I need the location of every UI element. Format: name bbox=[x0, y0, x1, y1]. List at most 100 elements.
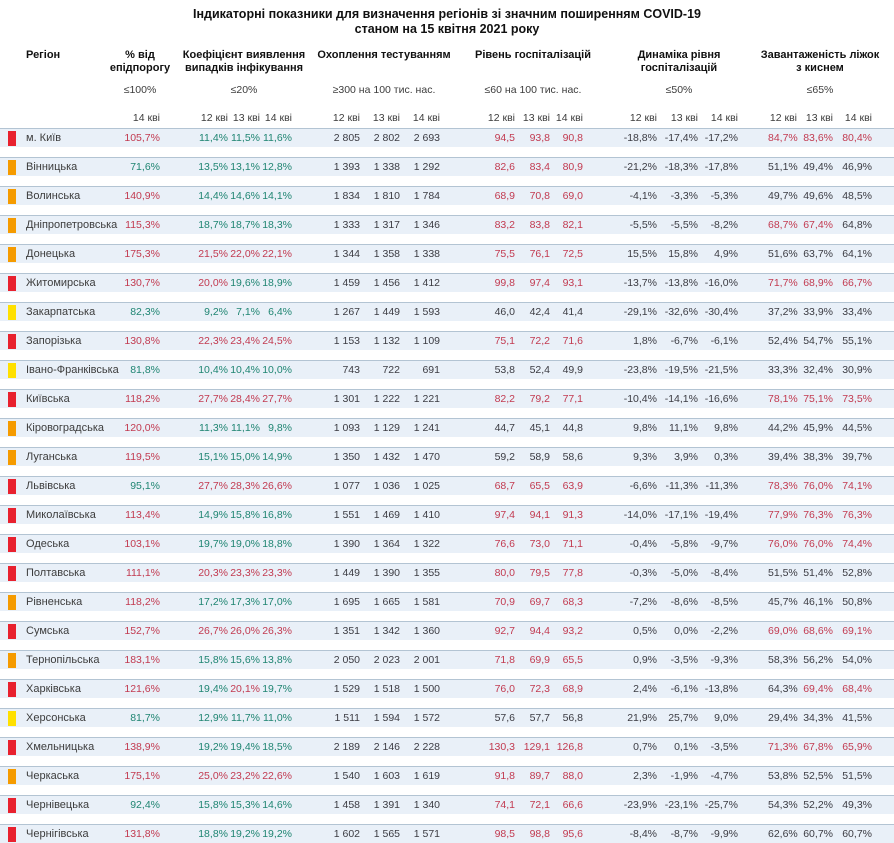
risk-level-indicator bbox=[8, 217, 16, 233]
hospitalization-value: 44,8 bbox=[562, 422, 583, 434]
table-row: Кіровоградська 120,0% 11,3% 11,1% 9,8% 1 093 1… bbox=[0, 418, 894, 437]
hospitalization-dynamics-value: -11,3% bbox=[705, 480, 739, 492]
oxygen-bed-load-value: 33,4% bbox=[842, 306, 872, 318]
risk-level-indicator bbox=[8, 362, 16, 378]
hospitalization-dynamics-value: -6,1% bbox=[710, 335, 738, 347]
epid-threshold-value: 121,6% bbox=[124, 683, 160, 695]
hospitalization-dynamics-value: 9,8% bbox=[714, 422, 738, 434]
table-row: Івано-Франківська 81,8% 10,4% 10,4% 10,0% 743… bbox=[0, 360, 894, 379]
testing-coverage-value: 1 221 bbox=[413, 393, 440, 405]
region-name: м. Київ bbox=[26, 132, 62, 144]
region-name: Волинська bbox=[26, 190, 81, 202]
oxygen-bed-load-value: 54,7% bbox=[803, 335, 833, 347]
date-header: 14 кві bbox=[555, 112, 583, 124]
testing-coverage-value: 1 340 bbox=[413, 799, 440, 811]
oxygen-bed-load-value: 30,9% bbox=[842, 364, 872, 376]
hospitalization-dynamics-value: 0,0% bbox=[674, 625, 698, 637]
hospitalization-value: 93,1 bbox=[562, 277, 583, 289]
group-title-epid-threshold: % від епідпорогу bbox=[109, 49, 171, 74]
detection-coefficient-value: 14,9% bbox=[198, 509, 228, 521]
testing-coverage-value: 1 593 bbox=[413, 306, 440, 318]
hospitalization-dynamics-value: -3,5% bbox=[670, 654, 698, 666]
threshold-hospitalization: ≤60 на 100 тис. нас. bbox=[484, 84, 582, 96]
region-name: Кіровоградська bbox=[26, 422, 104, 434]
date-header: 12 кві bbox=[769, 112, 797, 124]
page-title: Індикаторні показники для визначення рег… bbox=[0, 0, 894, 37]
hospitalization-value: 72,5 bbox=[562, 248, 583, 260]
group-title-oxygen-beds: Завантаженість ліжок з киснем bbox=[760, 49, 880, 74]
testing-coverage-value: 1 540 bbox=[333, 770, 360, 782]
oxygen-bed-load-value: 84,7% bbox=[768, 132, 798, 144]
testing-coverage-value: 2 802 bbox=[373, 132, 400, 144]
detection-coefficient-value: 19,7% bbox=[198, 538, 228, 550]
oxygen-bed-load-value: 76,3% bbox=[803, 509, 833, 521]
table-row: м. Київ 105,7% 11,4% 11,5% 11,6% 2 805 2 802 2 … bbox=[0, 128, 894, 147]
detection-coefficient-value: 18,8% bbox=[198, 828, 228, 840]
testing-coverage-value: 1 518 bbox=[373, 683, 400, 695]
hospitalization-dynamics-value: -7,2% bbox=[629, 596, 657, 608]
testing-coverage-value: 1 470 bbox=[413, 451, 440, 463]
risk-level-indicator bbox=[8, 652, 16, 668]
testing-coverage-value: 1 333 bbox=[333, 219, 360, 231]
oxygen-bed-load-value: 49,7% bbox=[768, 190, 798, 202]
region-name: Одеська bbox=[26, 538, 70, 550]
detection-coefficient-value: 22,0% bbox=[230, 248, 260, 260]
hospitalization-value: 72,2 bbox=[529, 335, 550, 347]
detection-coefficient-value: 26,7% bbox=[198, 625, 228, 637]
testing-coverage-value: 1 449 bbox=[333, 567, 360, 579]
table-row: Вінницька 71,6% 13,5% 13,1% 12,8% 1 393 1 338 1… bbox=[0, 157, 894, 176]
hospitalization-value: 72,3 bbox=[529, 683, 550, 695]
testing-coverage-value: 1 301 bbox=[333, 393, 360, 405]
risk-level-indicator bbox=[8, 826, 16, 842]
detection-coefficient-value: 9,2% bbox=[204, 306, 228, 318]
hospitalization-dynamics-value: -9,9% bbox=[710, 828, 738, 840]
testing-coverage-value: 1 695 bbox=[333, 596, 360, 608]
hospitalization-dynamics-value: -9,7% bbox=[710, 538, 738, 550]
hospitalization-value: 46,0 bbox=[494, 306, 515, 318]
hospitalization-dynamics-value: 0,1% bbox=[674, 741, 698, 753]
epid-threshold-value: 103,1% bbox=[124, 538, 160, 550]
region-name: Чернігівська bbox=[26, 828, 89, 840]
oxygen-bed-load-value: 49,3% bbox=[842, 799, 872, 811]
table-row: Закарпатська 82,3% 9,2% 7,1% 6,4% 1 267 1 449 1… bbox=[0, 302, 894, 321]
table-row: Волинська 140,9% 14,4% 14,6% 14,1% 1 834 1 810… bbox=[0, 186, 894, 205]
oxygen-bed-load-value: 51,5% bbox=[768, 567, 798, 579]
epid-threshold-value: 120,0% bbox=[124, 422, 160, 434]
hospitalization-value: 97,4 bbox=[529, 277, 550, 289]
table-row: Донецька 175,3% 21,5% 22,0% 22,1% 1 344 1 358 1… bbox=[0, 244, 894, 263]
detection-coefficient-value: 11,3% bbox=[199, 422, 228, 434]
epid-threshold-value: 138,9% bbox=[124, 741, 160, 753]
detection-coefficient-value: 17,2% bbox=[198, 596, 228, 608]
epid-threshold-value: 152,7% bbox=[124, 625, 160, 637]
table-row: Одеська 103,1% 19,7% 19,0% 18,8% 1 390 1 364 1 … bbox=[0, 534, 894, 553]
detection-coefficient-value: 11,6% bbox=[263, 132, 292, 144]
region-column-header: Регіон bbox=[26, 49, 61, 61]
detection-coefficient-value: 22,6% bbox=[262, 770, 292, 782]
table-row: Черкаська 175,1% 25,0% 23,2% 22,6% 1 540 1 603… bbox=[0, 766, 894, 785]
hospitalization-dynamics-value: -19,4% bbox=[704, 509, 738, 521]
region-name: Луганська bbox=[26, 451, 78, 463]
detection-coefficient-value: 27,7% bbox=[262, 393, 292, 405]
oxygen-bed-load-value: 53,8% bbox=[768, 770, 798, 782]
testing-coverage-value: 2 228 bbox=[413, 741, 440, 753]
hospitalization-value: 42,4 bbox=[529, 306, 550, 318]
detection-coefficient-value: 19,6% bbox=[230, 277, 260, 289]
hospitalization-dynamics-value: 11,1% bbox=[669, 422, 698, 434]
hospitalization-dynamics-value: 2,4% bbox=[633, 683, 657, 695]
epid-threshold-value: 119,5% bbox=[125, 451, 160, 463]
oxygen-bed-load-value: 68,7% bbox=[768, 219, 798, 231]
hospitalization-dynamics-value: 15,5% bbox=[627, 248, 657, 260]
testing-coverage-value: 1 834 bbox=[333, 190, 360, 202]
hospitalization-value: 94,5 bbox=[494, 132, 515, 144]
oxygen-bed-load-value: 58,3% bbox=[768, 654, 798, 666]
hospitalization-value: 45,1 bbox=[529, 422, 550, 434]
region-name: Хмельницька bbox=[26, 741, 95, 753]
testing-coverage-value: 1 390 bbox=[333, 538, 360, 550]
detection-coefficient-value: 19,2% bbox=[230, 828, 260, 840]
risk-level-indicator bbox=[8, 188, 16, 204]
oxygen-bed-load-value: 56,2% bbox=[803, 654, 833, 666]
oxygen-bed-load-value: 74,4% bbox=[842, 538, 872, 550]
oxygen-bed-load-value: 64,8% bbox=[842, 219, 872, 231]
hospitalization-value: 66,6 bbox=[562, 799, 583, 811]
risk-level-indicator bbox=[8, 478, 16, 494]
